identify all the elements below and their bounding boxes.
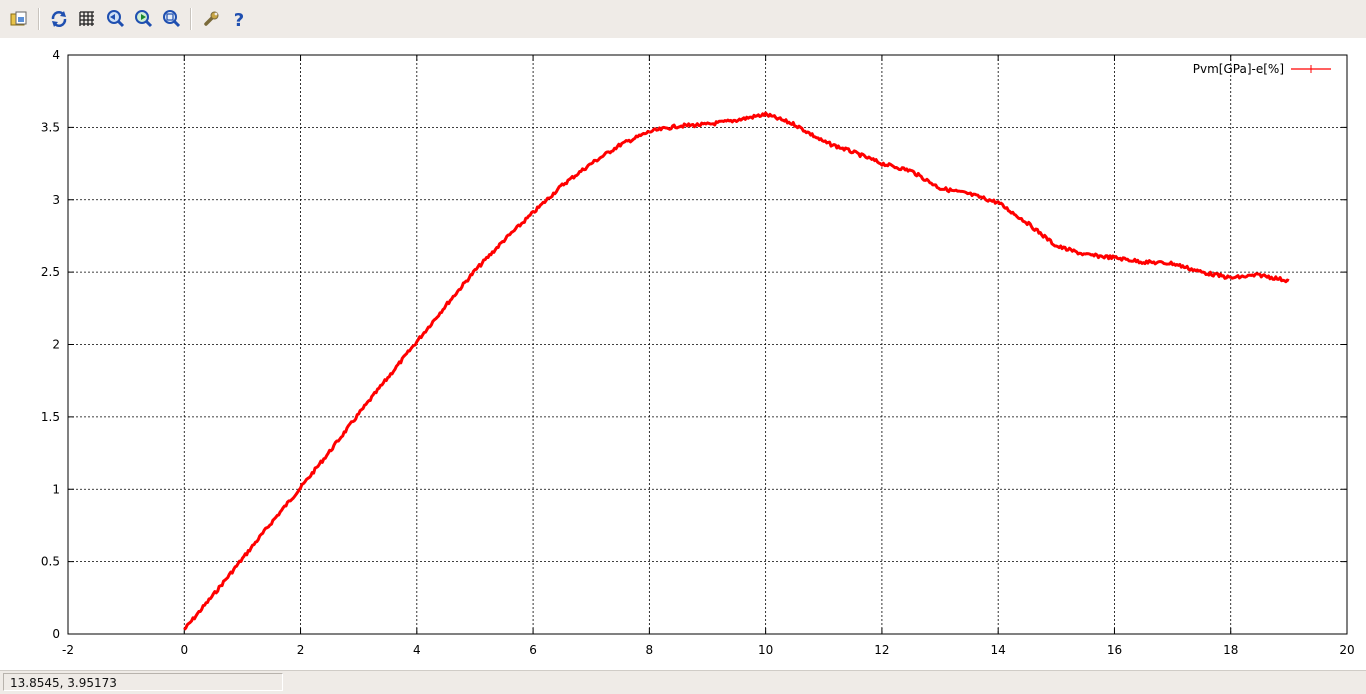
series-line	[183, 111, 1290, 631]
settings-wrench-icon	[204, 11, 219, 26]
toolbar-separator	[38, 8, 40, 30]
y-tick-label: 3	[52, 193, 60, 207]
status-bar: 13.8545, 3.95173	[0, 670, 1366, 694]
y-tick-label: 4	[52, 48, 60, 62]
zoom-next-icon	[135, 10, 153, 28]
x-tick-label: -2	[62, 643, 74, 657]
y-tick-label: 1.5	[41, 410, 60, 424]
x-tick-label: 8	[646, 643, 654, 657]
x-tick-label: 12	[874, 643, 889, 657]
x-tick-label: 10	[758, 643, 773, 657]
svg-text:?: ?	[234, 10, 244, 29]
toolbar-separator	[190, 8, 192, 30]
x-tick-label: 6	[529, 643, 537, 657]
legend-label: Pvm[GPa]-e[%]	[1193, 62, 1284, 76]
plot-frame	[67, 54, 1348, 635]
zoom-prev-icon	[107, 10, 125, 28]
x-tick-label: 14	[991, 643, 1006, 657]
y-tick-label: 0	[52, 627, 60, 641]
y-tick-label: 3.5	[41, 120, 60, 134]
unzoom-icon	[163, 10, 181, 28]
x-tick-label: 4	[413, 643, 421, 657]
export-icon	[10, 11, 27, 26]
zoom-previous-button[interactable]	[103, 7, 127, 31]
replot-button[interactable]	[47, 7, 71, 31]
x-tick-label: 16	[1107, 643, 1122, 657]
y-tick-label: 0.5	[41, 555, 60, 569]
x-tick-label: 2	[297, 643, 305, 657]
grid-button[interactable]	[75, 7, 99, 31]
help-icon: ?	[234, 10, 244, 29]
grid-icon	[79, 11, 94, 26]
unzoom-button[interactable]	[159, 7, 183, 31]
y-tick-label: 1	[52, 482, 60, 496]
x-tick-label: 18	[1223, 643, 1238, 657]
plot-area[interactable]: -2 0 2 4 6 8 10 12 14 16 18 20 0 0.5 1 1.5 2 2.5 3 3.5 4 Pvm[…	[0, 38, 1366, 670]
line-chart[interactable]: -2 0 2 4 6 8 10 12 14 16 18 2000.511.522.533.54Pvm[…	[0, 38, 1366, 670]
replot-icon	[51, 11, 67, 27]
x-tick-label: 0	[180, 643, 188, 657]
help-button[interactable]: ?	[227, 7, 251, 31]
x-tick-label: 20	[1339, 643, 1354, 657]
y-tick-label: 2.5	[41, 265, 60, 279]
y-tick-label: 2	[52, 338, 60, 352]
cursor-coordinates: 13.8545, 3.95173	[3, 673, 283, 691]
settings-button[interactable]	[199, 7, 223, 31]
zoom-next-button[interactable]	[131, 7, 155, 31]
export-button[interactable]	[7, 7, 31, 31]
toolbar: ?	[0, 0, 1366, 39]
